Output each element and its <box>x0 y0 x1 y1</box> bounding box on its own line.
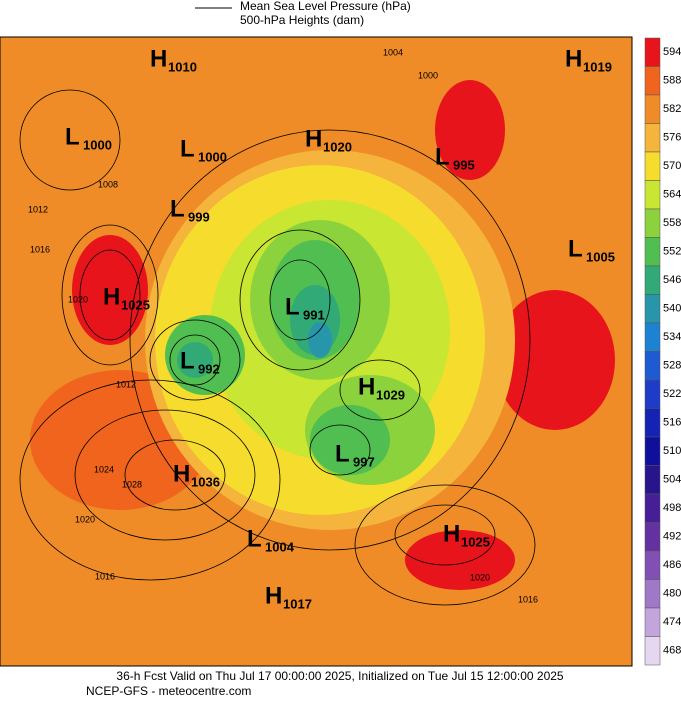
colorbar-label: 540 <box>663 303 681 315</box>
pressure-center-value: 995 <box>453 157 475 172</box>
colorbar-swatch <box>644 550 661 580</box>
pressure-center-value: 1036 <box>191 474 220 489</box>
pressure-center-letter: H <box>173 460 190 487</box>
colorbar-label: 492 <box>663 531 681 543</box>
pressure-center-value: 1025 <box>121 297 150 312</box>
isobar-label: 1012 <box>116 379 136 389</box>
pressure-center-value: 1010 <box>168 59 197 74</box>
pressure-center-value: 997 <box>353 454 375 469</box>
colorbar-swatch <box>644 180 661 210</box>
colorbar-swatch <box>644 522 661 552</box>
colorbar-swatch <box>644 436 661 466</box>
colorbar-swatch <box>644 151 661 181</box>
colorbar-label: 474 <box>663 616 681 628</box>
colorbar-swatch <box>644 208 661 238</box>
colorbar-swatch <box>644 66 661 96</box>
colorbar-label: 516 <box>663 417 681 429</box>
colorbar-label: 528 <box>663 360 681 372</box>
pressure-center-value: 992 <box>198 361 220 376</box>
footer-line: 36-h Fcst Valid on Thu Jul 17 00:00:00 2… <box>116 669 564 683</box>
pressure-center-letter: H <box>150 45 167 72</box>
pressure-center-letter: L <box>247 525 262 552</box>
colorbar-label: 468 <box>663 645 681 657</box>
colorbar-swatch <box>644 379 661 409</box>
pressure-center-value: 1017 <box>283 596 312 611</box>
pressure-center-value: 1005 <box>586 249 615 264</box>
colorbar-label: 576 <box>663 132 681 144</box>
pressure-center-letter: L <box>568 235 583 262</box>
pressure-center-value: 1029 <box>376 387 405 402</box>
pressure-center-letter: H <box>358 373 375 400</box>
colorbar-swatch <box>644 37 661 67</box>
colorbar-label: 498 <box>663 502 681 514</box>
colorbar-label: 558 <box>663 217 681 229</box>
colorbar-swatch <box>644 493 661 523</box>
isobar-label: 1016 <box>95 571 115 581</box>
isobar-label: 1016 <box>30 244 50 254</box>
colorbar-label: 534 <box>663 331 681 343</box>
pressure-center-letter: L <box>435 143 450 170</box>
colorbar-label: 570 <box>663 160 681 172</box>
pressure-center-value: 991 <box>303 307 325 322</box>
pressure-center-letter: L <box>180 135 195 162</box>
isobar-label: 1020 <box>68 294 88 304</box>
colorbar-swatch <box>644 322 661 352</box>
colorbar-label: 582 <box>663 103 681 115</box>
colorbar-swatch <box>644 123 661 153</box>
pressure-center-value: 1000 <box>83 137 112 152</box>
pressure-center-letter: L <box>285 293 300 320</box>
isobar-label: 1000 <box>418 70 438 80</box>
colorbar-label: 588 <box>663 75 681 87</box>
colorbar-label: 594 <box>663 46 681 58</box>
pressure-center-letter: H <box>443 520 460 547</box>
isobar-label: 1012 <box>28 204 48 214</box>
pressure-center-letter: L <box>170 195 185 222</box>
pressure-center-value: 1004 <box>265 539 295 554</box>
colorbar-label: 480 <box>663 588 681 600</box>
isobar-label: 1004 <box>383 47 403 57</box>
pressure-center-letter: H <box>565 45 582 72</box>
pressure-center-letter: L <box>180 347 195 374</box>
pressure-center-value: 1020 <box>323 139 352 154</box>
footer-credit: NCEP-GFS - meteocentre.com <box>86 684 251 698</box>
pressure-center-letter: H <box>305 125 322 152</box>
pressure-center-value: 1025 <box>461 534 490 549</box>
pressure-center-letter: H <box>103 283 120 310</box>
colorbar-swatch <box>644 465 661 495</box>
colorbar-swatch <box>644 607 661 637</box>
colorbar-label: 564 <box>663 189 681 201</box>
pressure-center-letter: H <box>265 582 282 609</box>
pressure-center-value: 1019 <box>583 59 612 74</box>
map-frame <box>0 36 633 667</box>
colorbar-label: 504 <box>663 474 681 486</box>
colorbar-label: 510 <box>663 445 681 457</box>
colorbar-label: 486 <box>663 559 681 571</box>
colorbar-swatch <box>644 408 661 438</box>
colorbar-label: 552 <box>663 246 681 258</box>
legend-title: Mean Sea Level Pressure (hPa) <box>240 0 411 13</box>
colorbar-swatch <box>644 579 661 609</box>
map <box>0 37 632 666</box>
pressure-center-letter: L <box>65 123 80 150</box>
isobar-label: 1020 <box>470 572 490 582</box>
colorbar-swatch <box>644 636 661 666</box>
pressure-center-value: 999 <box>188 209 210 224</box>
colorbar-label: 522 <box>663 388 681 400</box>
isobar-label: 1020 <box>75 514 95 524</box>
colorbar-swatch <box>644 265 661 295</box>
isobar-label: 1016 <box>518 594 538 604</box>
legend-subtitle: 500-hPa Heights (dam) <box>240 13 364 27</box>
pressure-center-letter: L <box>335 440 350 467</box>
isobar-label: 1008 <box>98 179 118 189</box>
colorbar-swatch <box>644 94 661 124</box>
colorbar-swatch <box>644 351 661 381</box>
colorbar-swatch <box>644 294 661 324</box>
isobar-label: 1028 <box>122 479 142 489</box>
colorbar-label: 546 <box>663 274 681 286</box>
isobar-label: 1024 <box>94 464 114 474</box>
colorbar-swatch <box>644 237 661 267</box>
pressure-center-value: 1000 <box>198 149 227 164</box>
